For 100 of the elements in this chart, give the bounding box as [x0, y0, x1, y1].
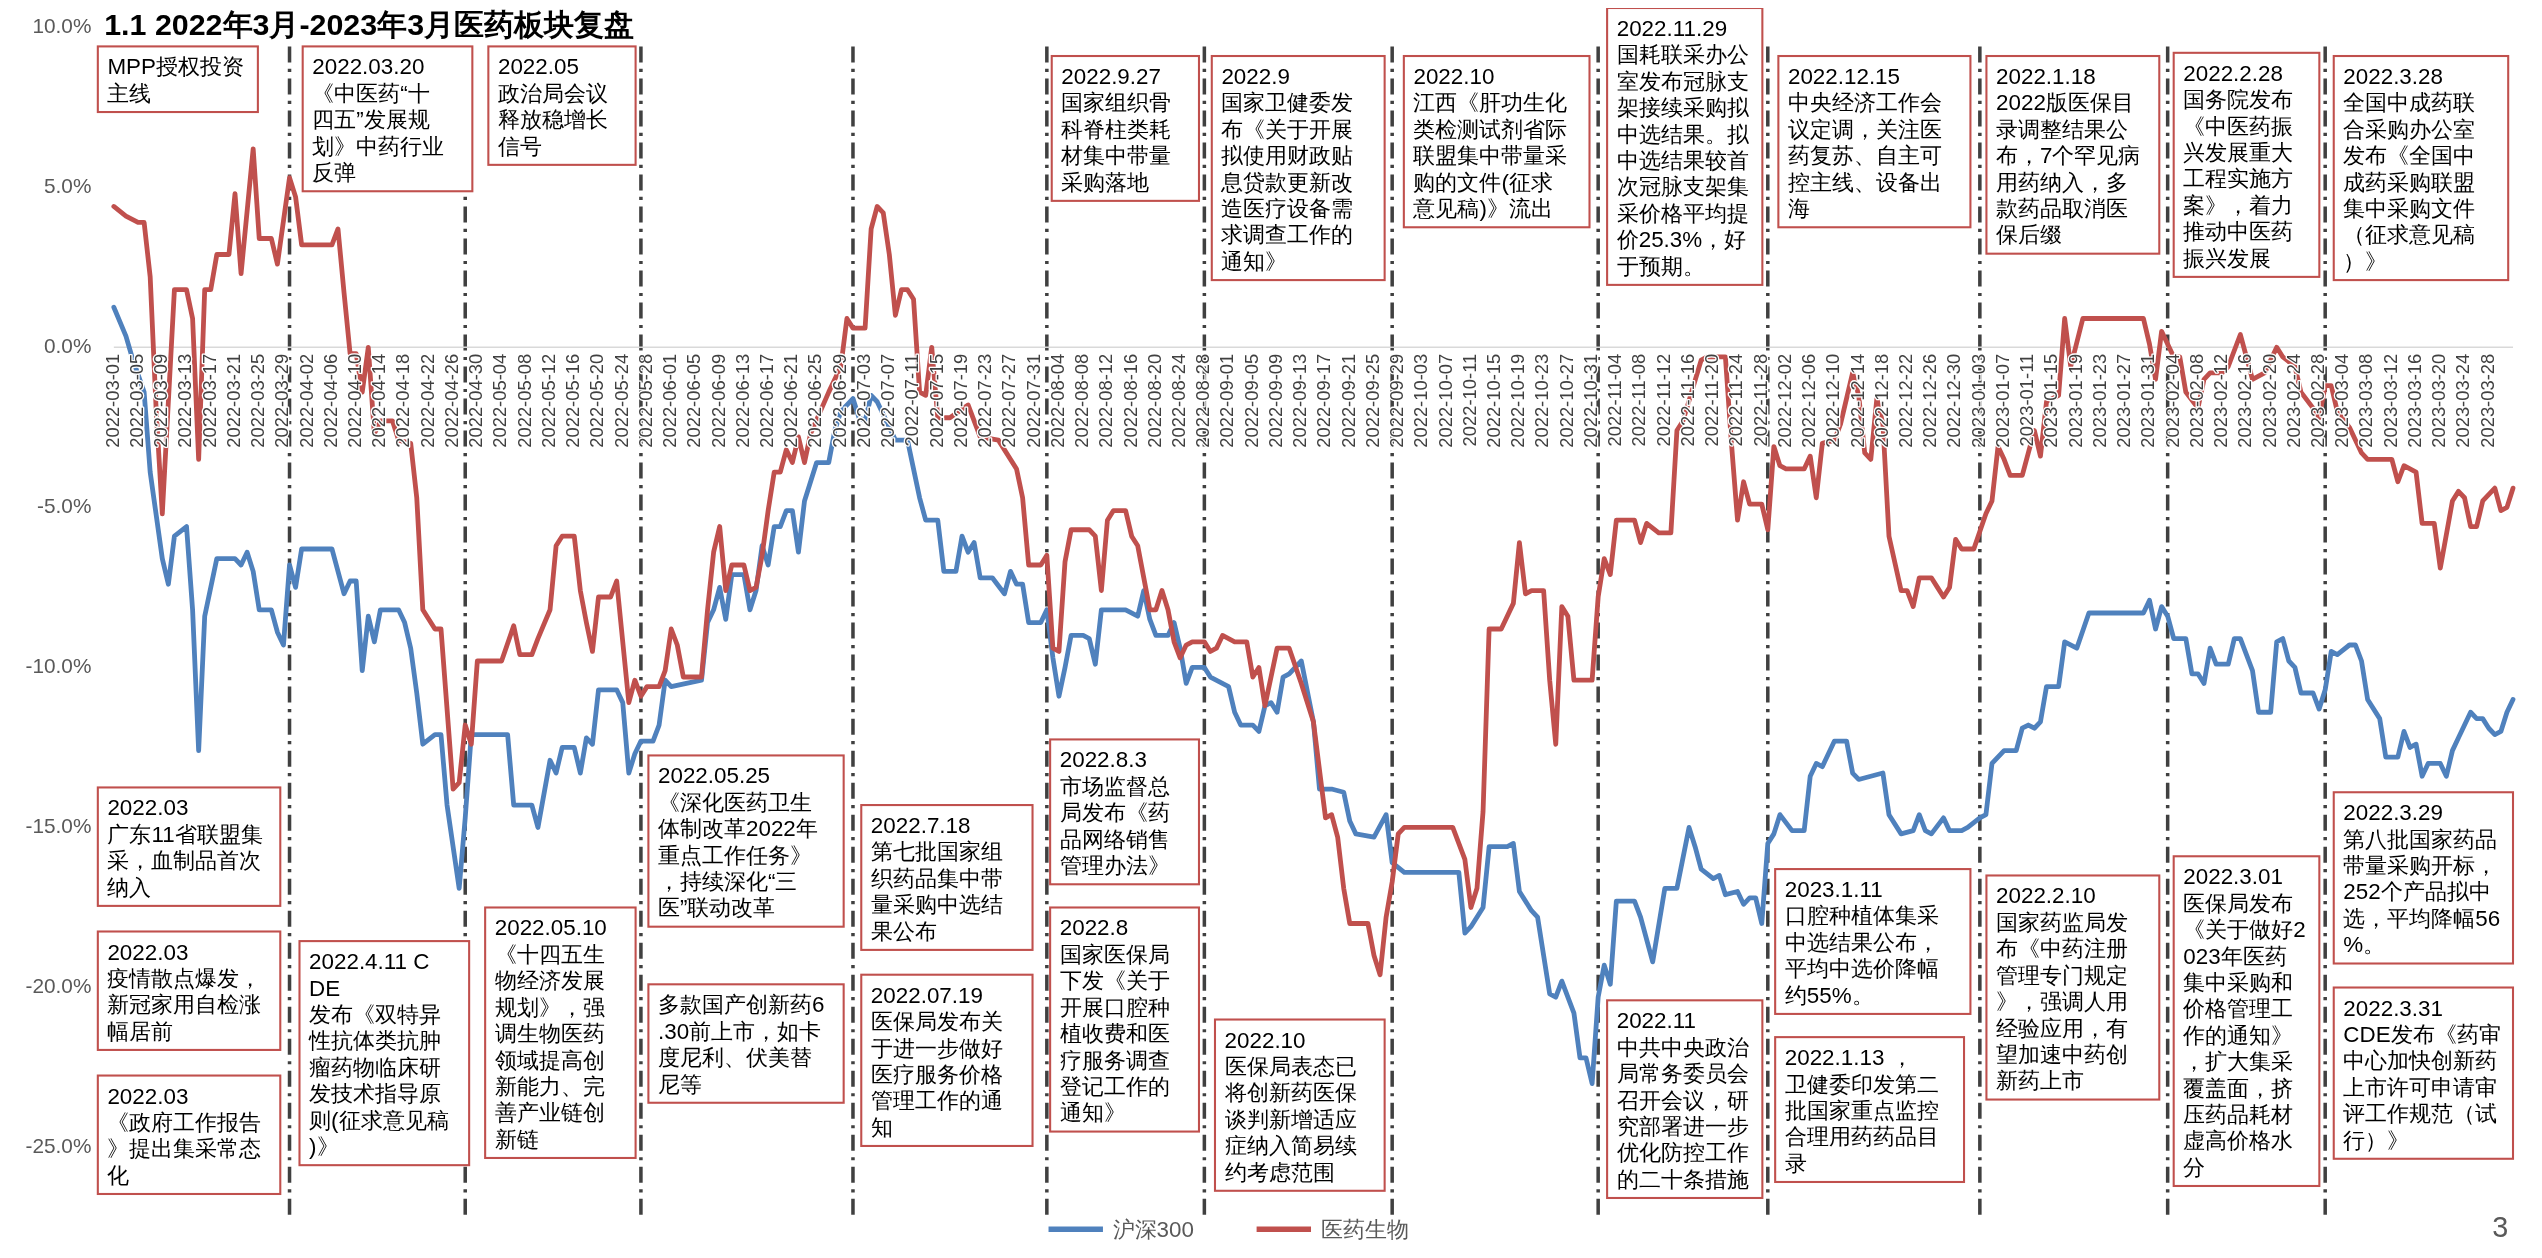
x-tick-label: 2022-12-18 [1870, 353, 1892, 448]
x-tick-label: 2022-09-17 [1313, 353, 1335, 448]
annotation: 2022.1.13 ，卫健委印发第二批国家重点监控合理用药药品目录 [1784, 1045, 1939, 1176]
x-tick-label: 2023-01-11 [2016, 353, 2038, 447]
x-tick-label: 2022-05-24 [610, 353, 632, 448]
x-tick-label: 2023-02-24 [2282, 353, 2304, 448]
x-tick-label: 2022-08-28 [1192, 353, 1214, 448]
x-tick-label: 2022-04-30 [465, 353, 487, 448]
x-tick-label: 2022-11-08 [1628, 353, 1650, 447]
x-tick-label: 2022-06-13 [731, 353, 753, 448]
x-tick-label: 2022-07-23 [974, 353, 996, 448]
x-tick-label: 2022-09-25 [1361, 353, 1383, 448]
x-tick-label: 2022-09-29 [1386, 353, 1408, 448]
x-tick-label: 2022-06-25 [804, 353, 826, 448]
annotation: 2022.4.11 CDE 发布《双特异性抗体类抗肿瘤药物临床研发技术指导原则(征求意见稿)》 [308, 949, 449, 1159]
annotation: 2022.1.18 2022版医保目录调整结果公布，7个罕见病用药纳入，多款药品取消医保后缀 [1996, 64, 2141, 248]
x-tick-label: 2022-12-10 [1822, 353, 1844, 448]
x-tick-label: 2023-01-03 [1967, 353, 1989, 448]
annotation: 2022.8 国家医保局下发《关于开展口腔种植收费和医疗服务调查登记工作的通知》 [1059, 915, 1170, 1126]
x-tick-label: 2022-05-20 [586, 353, 608, 448]
x-tick-label: 2022-12-26 [1919, 353, 1941, 448]
x-tick-label: 2022-07-03 [852, 353, 874, 448]
x-tick-label: 2022-05-08 [513, 353, 535, 448]
x-tick-label: 2023-02-16 [2234, 353, 2256, 448]
x-tick-label: 2022-09-21 [1337, 353, 1359, 448]
x-tick-label: 2023-01-15 [2040, 353, 2062, 448]
legend-label: 医药生物 [1320, 1217, 1409, 1243]
x-tick-label: 2023-01-27 [2113, 353, 2135, 448]
x-tick-label: 2023-03-20 [2428, 353, 2450, 448]
y-tick-label: -25.0% [25, 1134, 92, 1158]
x-tick-label: 2023-01-23 [2088, 353, 2110, 448]
x-tick-label: 2022-12-14 [1846, 353, 1868, 448]
x-tick-label: 2023-01-31 [2137, 353, 2159, 448]
annotation: 2022.05.25 《深化医药卫生体制改革2022年重点工作任务》，持续深化“三医”联动改革 [658, 763, 818, 921]
annotation: 2022.03 广东11省联盟集采，血制品首次纳入 [107, 795, 263, 900]
x-tick-label: 2022-05-12 [537, 353, 559, 448]
annotation: 多款国产创新药6.30前上市，如卡度尼利、伏美替尼等 [658, 992, 825, 1097]
x-tick-label: 2022-12-30 [1943, 353, 1965, 448]
x-tick-label: 2023-02-28 [2306, 353, 2328, 448]
x-tick-label: 2022-04-06 [319, 353, 341, 448]
x-tick-label: 2022-06-01 [659, 353, 681, 448]
x-tick-label: 2023-03-12 [2379, 353, 2401, 448]
x-tick-label: 2022-12-22 [1895, 353, 1917, 448]
annotation: 2022.8.3 市场监督总局发布《药品网络销售管理办法》 [1059, 747, 1170, 879]
x-tick-label: 2022-06-21 [780, 353, 802, 448]
x-tick-label: 2023-03-04 [2331, 353, 2353, 448]
text: 2022.05.10 《十四五生物经济发展规划》，强调生物医药领域提高创新能力、完善产业链创新链 [494, 915, 607, 1152]
x-tick-label: 2022-10-15 [1483, 353, 1505, 448]
x-tick-label: 2022-06-29 [828, 353, 850, 448]
x-tick-label: 2022-09-05 [1240, 353, 1262, 448]
x-tick-label: 2023-02-12 [2210, 353, 2232, 448]
x-tick-label: 2022-11-12 [1652, 353, 1674, 447]
x-tick-label: 2022-11-24 [1725, 353, 1747, 447]
x-tick-label: 2022-04-10 [344, 353, 366, 448]
text: 2022.11.29 国耗联采办公室发布冠脉支架接续采购拟中选结果。拟中选结果较首次冠脉支架集采价格平均提价25.3%，好于预期。 [1616, 16, 1749, 279]
x-tick-label: 2022-03-25 [247, 353, 269, 448]
annotation: 2022.2.28 国务院发布《中医药振兴发展重大工程实施方案》，着力推动中医药振兴发展 [2183, 60, 2294, 271]
x-tick-label: 2022-08-20 [1143, 353, 1165, 448]
annotation: 2023.1.11 口腔种植体集采中选结果公布，平均中选价降幅约55%。 [1784, 877, 1939, 1008]
y-tick-label: -10.0% [25, 653, 92, 677]
x-tick-label: 2022-05-04 [489, 353, 511, 448]
x-tick-label: 2022-03-01 [101, 353, 123, 448]
annotation: 2022.11 中共中央政治局常务委员会召开会议，研究部署进一步优化防控工作的二十条措施 [1616, 1008, 1749, 1192]
x-tick-label: 2022-09-01 [1216, 353, 1238, 448]
annotation: 2022.03.20 《中医药“十四五”发展规划》中药行业反弹 [312, 54, 445, 186]
x-tick-label: 2022-10-27 [1555, 353, 1577, 448]
x-tick-label: 2023-03-16 [2403, 353, 2425, 448]
x-tick-label: 2022-07-07 [877, 353, 899, 448]
x-tick-label: 2022-08-24 [1167, 353, 1189, 448]
annotation: 2022.7.18 第七批国家组织药品集中带量采购中选结果公布 [870, 813, 1003, 944]
y-tick-label: -15.0% [25, 813, 92, 837]
y-tick-label: 10.0% [32, 13, 92, 37]
x-tick-label: 2022-10-07 [1434, 353, 1456, 448]
annotation: 2022.10 医保局表态已将创新药医保谈判新增适应症纳入简易续约考虑范围 [1223, 1027, 1357, 1185]
text: 2022.3.01 医保局发布《关于做好2023年医药集中采购和价格管理工作的通知》，扩大集采覆盖面，挤压药品耗材虚高价格水分 [2183, 864, 2306, 1180]
x-tick-label: 2022-11-28 [1749, 353, 1771, 447]
y-tick-label: -20.0% [25, 974, 92, 998]
x-tick-label: 2022-11-16 [1676, 353, 1698, 447]
annotation: 2022.12.15 中央经济工作会议定调，关注医药复苏、自主可控主线、设备出海 [1787, 64, 1942, 222]
x-tick-label: 2023-02-08 [2185, 353, 2207, 448]
annotation: 2022.9 国家卫健委发布《关于开展拟使用财政贴息贷款更新改造医疗设备需求调查工作的通知》 [1220, 64, 1354, 274]
x-tick-label: 2022-11-20 [1701, 353, 1723, 447]
annotation: 2022.03 《政府工作报告》提出集采常态化 [107, 1083, 262, 1188]
x-tick-label: 2023-02-04 [2161, 353, 2183, 448]
annotation: 2022.3.29 第八批国家药品带量采购开标，252个产品拟中选，平均降幅56%。 [2343, 800, 2501, 958]
annotation: MPP授权投资主线 [107, 54, 244, 106]
x-tick-label: 2022-03-05 [125, 353, 147, 448]
annotation: 2022.2.10 国家药监局发布《中药注册管理专门规定》，强调人用经验应用，有望加速中药创新药上市 [1996, 883, 2129, 1094]
x-tick-label: 2022-12-06 [1798, 353, 1820, 448]
x-tick-label: 2022-09-09 [1264, 353, 1286, 448]
y-tick-label: 5.0% [44, 173, 92, 197]
x-tick-label: 2022-05-16 [562, 353, 584, 448]
x-tick-label: 2022-07-27 [998, 353, 1020, 448]
y-tick-label: 0.0% [44, 333, 92, 357]
x-tick-label: 2022-07-19 [949, 353, 971, 448]
annotation: 2022.03 疫情散点爆发，新冠家用自检涨幅居前 [107, 939, 262, 1044]
x-tick-label: 2022-06-05 [683, 353, 705, 448]
x-tick-label: 2022-05-28 [634, 353, 656, 448]
x-tick-label: 2022-04-18 [392, 353, 414, 448]
annotation: 2022.07.19 医保局发布关于进一步做好医疗服务价格管理工作的通知 [870, 982, 1003, 1140]
